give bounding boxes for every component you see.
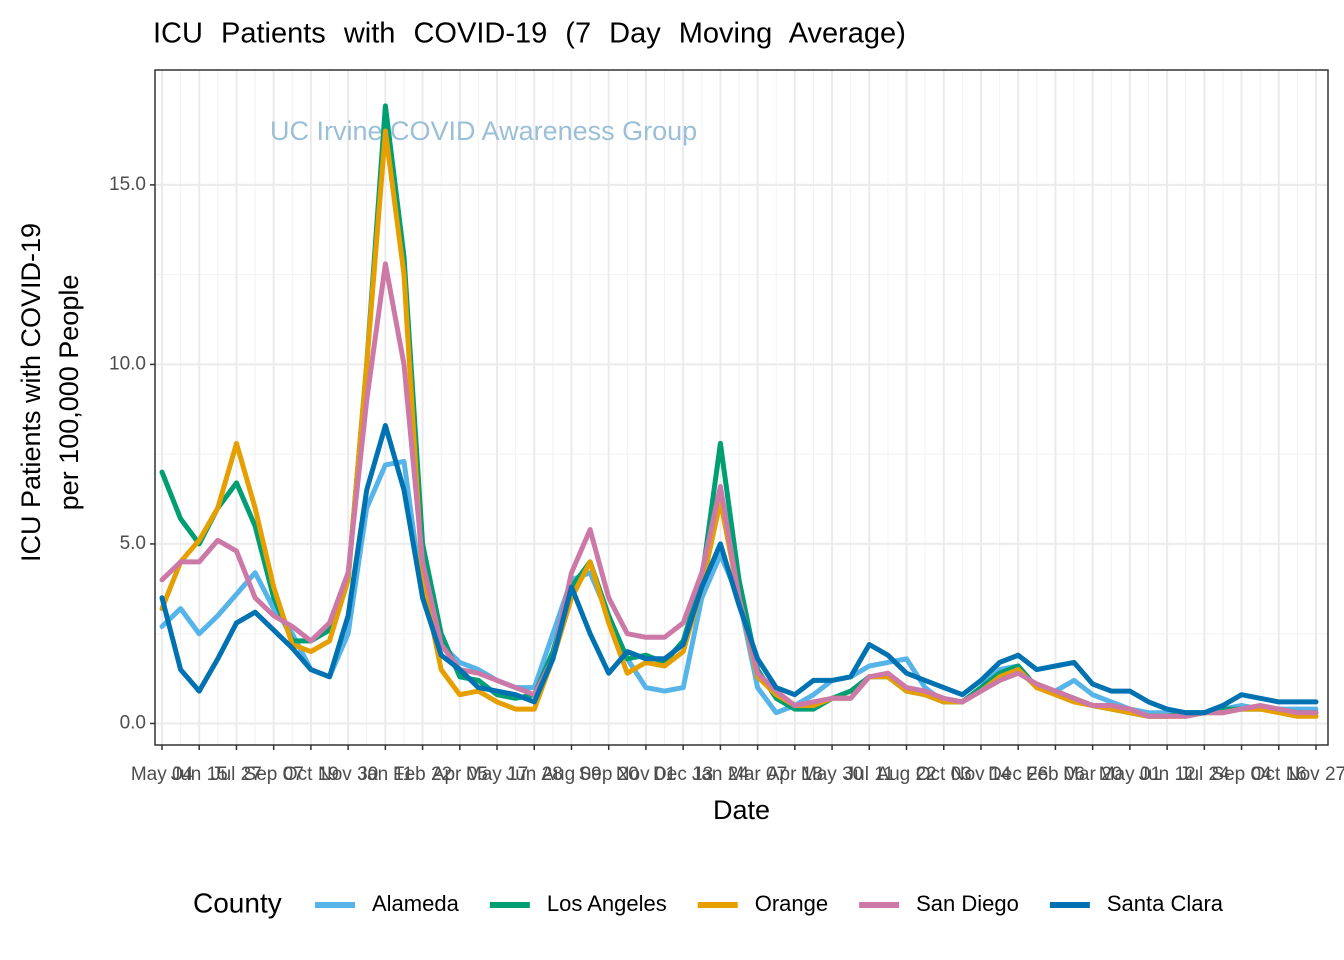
x-tick-label: Jul 24 [1179,764,1230,785]
x-tick-label: Aug 09 [541,764,601,785]
x-tick-label: May 17 [466,764,528,785]
x-tick-label: Jan 11 [358,764,414,785]
x-tick-label: Sep 04 [1211,764,1272,785]
x-tick-label: Oct 19 [283,764,339,785]
x-tick-label: May 04 [131,764,194,785]
x-tick-label: Mar 07 [728,764,787,785]
legend-label: San Diego [916,891,1019,916]
x-tick-label: Apr 05 [432,764,488,785]
annotation: UC Irvine COVID Awareness Group [270,116,697,146]
x-tick-label: Jun 15 [171,764,228,785]
x-tick-label: Aug 22 [876,764,936,785]
x-tick-label: Nov 30 [318,764,378,785]
legend-label: Orange [755,891,828,916]
x-tick-label: May 01 [1099,764,1161,785]
legend-title: County [193,887,282,918]
legend-label: Los Angeles [547,891,667,916]
x-tick-label: Apr 18 [767,764,823,785]
x-tick-label: Dec 13 [653,764,713,785]
x-tick-label: Sep 07 [244,764,304,785]
legend-label: Alameda [372,891,460,916]
plot-panel [155,70,1328,745]
y-tick-label: 5.0 [120,533,146,554]
x-tick-label: Dec 26 [988,764,1048,785]
y-tick-label: 15.0 [109,174,146,195]
chart-title: ICU Patients with COVID-19 (7 Day Moving… [153,18,906,50]
x-tick-label: Nov 01 [616,764,676,785]
legend-label: Santa Clara [1107,891,1224,916]
x-tick-label: Feb 22 [393,764,452,785]
x-tick-label: Mar 20 [1063,764,1122,785]
x-tick-label: May 30 [801,764,863,785]
x-tick-label: Nov 27 [1286,764,1344,785]
x-tick-label: Jul 11 [845,764,894,785]
x-tick-label: Oct 16 [1251,764,1307,785]
x-axis-title: Date [713,795,770,825]
x-tick-label: Jan 24 [692,764,749,785]
x-tick-label: Feb 06 [1026,764,1085,785]
x-tick-label: Oct 03 [916,764,972,785]
y-axis-title: per 100,000 People [54,275,84,511]
x-tick-label: Sep 20 [579,764,639,785]
y-tick-label: 0.0 [120,712,146,733]
series-line [159,423,1319,716]
x-tick-label: Jun 28 [506,764,563,785]
y-axis-title: ICU Patients with COVID-19 [16,223,46,562]
y-tick-label: 10.0 [109,353,146,374]
x-tick-label: Jun 12 [1139,764,1196,785]
plot-border [154,69,1329,746]
x-tick-label: Nov 14 [951,764,1012,785]
x-tick-label: Jul 27 [211,764,262,785]
